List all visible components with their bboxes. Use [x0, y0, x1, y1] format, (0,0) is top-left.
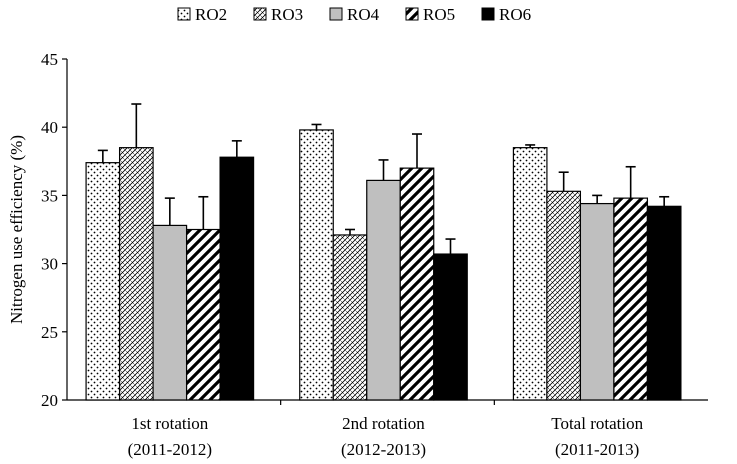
category-label: Total rotation: [551, 414, 643, 433]
legend-label: RO6: [499, 5, 531, 24]
legend-swatch-ro5: [405, 7, 419, 21]
bar-ro5: [399, 167, 435, 401]
bar-ro2: [512, 147, 548, 401]
bar-ro4: [579, 202, 615, 401]
legend-swatch-ro6: [481, 7, 495, 21]
legend-label: RO3: [271, 5, 303, 24]
bar-ro3: [118, 147, 154, 401]
bar-ro2: [299, 129, 334, 401]
y-tick-label: 20: [41, 391, 58, 410]
y-tick-label: 40: [41, 118, 58, 137]
bars: [85, 129, 682, 401]
legend: RO2 RO3 RO4 RO5 RO6: [177, 5, 531, 24]
bar-ro4: [152, 224, 188, 401]
bar-ro4: [366, 179, 401, 401]
legend-swatch-ro4: [329, 7, 343, 21]
y-tick-label: 35: [41, 186, 58, 205]
category-sublabel: (2011-2013): [555, 440, 639, 459]
error-bars: [97, 103, 670, 255]
category-labels: 1st rotation (2011-2012) 2nd rotation (2012…: [128, 414, 644, 459]
bar-ro3: [546, 190, 582, 401]
legend-swatch-ro2: [177, 7, 191, 21]
category-label: 2nd rotation: [342, 414, 425, 433]
y-tick-label: 30: [41, 255, 58, 274]
bar-ro6: [433, 253, 468, 401]
legend-label: RO2: [195, 5, 227, 24]
bar-ro5: [613, 197, 649, 401]
bar-ro6: [219, 156, 255, 401]
y-tick-label: 45: [41, 50, 58, 69]
bar-ro3: [332, 234, 368, 401]
category-sublabel: (2012-2013): [341, 440, 426, 459]
legend-label: RO4: [347, 5, 380, 24]
bar-ro2: [85, 162, 121, 401]
category-label: 1st rotation: [131, 414, 208, 433]
legend-swatch-ro3: [253, 7, 267, 21]
category-sublabel: (2011-2012): [128, 440, 212, 459]
legend-label: RO5: [423, 5, 455, 24]
bar-ro5: [185, 228, 221, 401]
y-tick-label: 25: [41, 323, 58, 342]
bar-ro6: [646, 205, 682, 401]
y-axis-title: Nitrogen use efficiency (%): [7, 135, 26, 324]
